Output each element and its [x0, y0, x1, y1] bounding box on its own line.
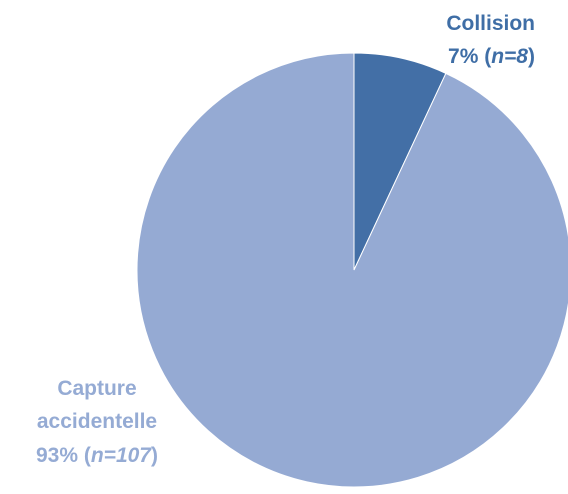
capture-label-value: 93% (n=107) — [36, 444, 158, 467]
collision-label-name: Collision — [446, 12, 535, 35]
collision-count: n=8 — [491, 45, 528, 68]
collision-percent: 7% — [448, 45, 479, 68]
slice-label-collision: Collision 7% (n=8) — [446, 12, 535, 68]
capture-label-line-1: Capture — [57, 377, 136, 400]
capture-label-line-2: accidentelle — [37, 410, 157, 433]
capture-count: n=107 — [91, 444, 152, 467]
capture-percent: 93% — [36, 444, 78, 467]
pie-slice-capture-accidentelle — [136, 52, 568, 488]
slice-label-capture-accidentelle: Capture accidentelle 93% (n=107) — [36, 377, 158, 467]
pie-slices — [136, 52, 568, 488]
collision-label-value: 7% (n=8) — [448, 45, 535, 68]
